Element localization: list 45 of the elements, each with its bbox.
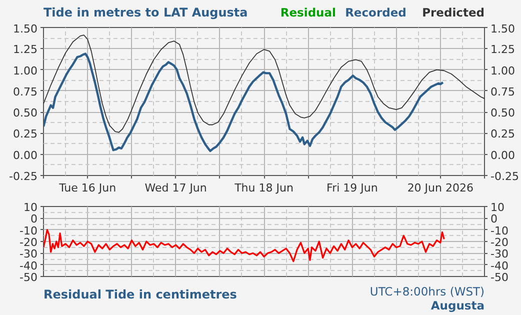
y2-tick-label: 0: [490, 212, 498, 226]
y2-tick-label: -50: [490, 271, 508, 284]
y2-tick-label: 0.50: [490, 106, 515, 120]
text: Residual: [280, 6, 336, 20]
line-series: [44, 52, 444, 152]
y-tick-label: 0.50: [13, 106, 38, 120]
y-tick-label: 1.50: [13, 22, 38, 36]
text: Augusta: [430, 298, 484, 312]
x-tick-label: Fri 19 Jun: [326, 182, 378, 194]
line-series: [44, 229, 445, 262]
y2-tick-label: 1.00: [490, 64, 515, 78]
text: Predicted: [422, 6, 485, 20]
y-tick-label: 0.00: [13, 148, 38, 162]
text: Recorded: [345, 6, 406, 20]
y2-tick-label: 1.25: [490, 43, 515, 56]
y-tick-label: 1.25: [13, 43, 38, 56]
text: Residual Tide in centimetres: [44, 288, 237, 302]
x-tick-label: 20 Jun 2026: [407, 182, 474, 194]
x-tick-label: Tue 16 Jun: [58, 182, 116, 194]
y2-tick-label: -0.25: [490, 170, 519, 183]
y2-tick-label: -40: [490, 259, 508, 272]
y2-tick-label: 10: [490, 201, 504, 214]
y2-tick-label: 0.75: [490, 85, 515, 98]
y-tick-label: 0.25: [13, 128, 38, 141]
y-tick-label: 0: [30, 212, 38, 226]
y2-tick-label: -30: [490, 248, 508, 261]
x-tick-label: Wed 17 Jun: [144, 182, 207, 194]
x-tick-label: Thu 18 Jun: [234, 182, 294, 194]
line-series: [44, 34, 484, 133]
y-tick-label: 0.75: [13, 85, 38, 98]
y2-tick-label: -10: [490, 224, 508, 238]
y-tick-label: -30: [20, 248, 38, 261]
chart-title: Tide in metres to LAT Augusta: [44, 6, 248, 20]
y2-tick-label: -20: [490, 236, 508, 249]
y2-tick-label: 0.00: [490, 148, 515, 162]
y-tick-label: -40: [20, 259, 38, 272]
text: UTC+8:00hrs (WST): [370, 284, 485, 298]
y-tick-label: -10: [20, 224, 38, 238]
y-tick-label: -0.25: [9, 170, 38, 183]
y-tick-label: 1.00: [13, 64, 38, 78]
y-tick-label: -50: [20, 271, 38, 284]
y2-tick-label: 1.50: [490, 22, 515, 36]
y-tick-label: 10: [24, 201, 38, 214]
y-tick-label: -20: [20, 236, 38, 249]
y2-tick-label: 0.25: [490, 128, 515, 141]
